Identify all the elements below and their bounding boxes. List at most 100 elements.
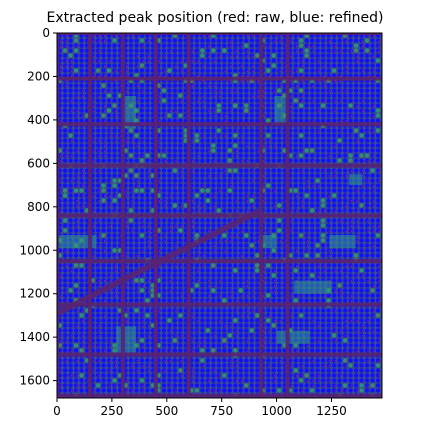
peak-dot-raw: [103, 90, 106, 92]
peak-dot-refined: [370, 108, 375, 113]
peak-dot-refined: [326, 118, 331, 123]
peak-dot-raw: [103, 235, 106, 237]
peak-dot-refined: [348, 83, 353, 88]
peak-dot-refined: [364, 363, 370, 368]
peak-dot-raw: [334, 330, 336, 332]
peak-dot-refined: [112, 263, 117, 268]
peak-dot-raw: [208, 285, 210, 287]
peak-dot-refined: [331, 148, 337, 153]
peak-dot-refined: [172, 63, 178, 68]
peak-dot-raw: [279, 60, 281, 62]
peak-dot-refined: [244, 243, 249, 248]
peak-dot-refined: [79, 93, 84, 98]
peak-dot-refined: [277, 138, 282, 143]
peak-dot-raw: [125, 75, 128, 77]
peak-dot-refined: [353, 328, 359, 333]
peak-dot-refined: [233, 233, 238, 238]
peak-dot-refined: [227, 278, 233, 283]
peak-dot-refined: [353, 223, 359, 228]
peak-dot-refined: [106, 93, 112, 98]
peak-dot-refined: [106, 223, 112, 228]
peak-dot-raw: [230, 100, 232, 102]
peak-dot-refined: [233, 48, 238, 53]
peak-dot-raw: [164, 350, 166, 352]
peak-dot-refined: [266, 83, 271, 88]
peak-dot-refined: [309, 198, 315, 203]
peak-dot-refined: [342, 178, 348, 183]
peak-dot-raw: [109, 205, 111, 207]
peak-dot-refined: [200, 103, 205, 108]
peak-dot-raw: [279, 85, 281, 87]
peak-dot-refined: [320, 248, 326, 253]
peak-dot-refined: [222, 263, 227, 268]
peak-dot-raw: [279, 360, 281, 362]
peak-dot-refined: [255, 283, 260, 288]
peak-dot-raw: [125, 190, 128, 192]
peak-dot-refined: [68, 253, 73, 258]
peak-dot-refined: [145, 188, 150, 193]
peak-dot-raw: [98, 335, 100, 337]
peak-dot-refined: [139, 233, 145, 238]
peak-dot-refined: [112, 338, 117, 343]
peak-dot-refined: [266, 358, 271, 363]
peak-dot-raw: [175, 110, 177, 112]
peak-dot-refined: [227, 133, 233, 138]
peak-dot-refined: [342, 248, 348, 253]
peak-dot-raw: [345, 120, 347, 122]
peak-dot-raw: [60, 45, 62, 47]
peak-dot-refined: [320, 193, 326, 198]
peak-dot-refined: [68, 68, 73, 73]
peak-dot-raw: [257, 90, 259, 92]
peak-dot-refined: [167, 48, 172, 53]
peak-dot-refined: [211, 248, 216, 253]
peak-dot-refined: [331, 293, 337, 298]
peak-dot-refined: [172, 48, 178, 53]
peak-dot-refined: [205, 248, 211, 253]
peak-dot-refined: [194, 148, 200, 153]
peak-dot-refined: [266, 218, 271, 223]
peak-dot-raw: [345, 195, 347, 197]
peak-dot-refined: [178, 223, 183, 228]
peak-dot-refined: [167, 38, 172, 43]
peak-dot-refined: [194, 68, 200, 73]
peak-dot-refined: [106, 48, 112, 53]
peak-dot-refined: [326, 223, 331, 228]
peak-dot-refined: [178, 228, 183, 233]
peak-dot-refined: [161, 318, 167, 323]
peak-dot-refined: [326, 128, 331, 133]
peak-dot-refined: [320, 38, 326, 43]
peak-dot-refined: [331, 298, 337, 303]
peak-dot-refined: [112, 43, 117, 48]
peak-dot-refined: [326, 343, 331, 348]
peak-dot-raw: [350, 295, 353, 297]
peak-dot-refined: [79, 118, 84, 123]
peak-dot-raw: [158, 190, 161, 192]
peak-dot-refined: [315, 323, 320, 328]
peak-dot-raw: [213, 335, 215, 337]
peak-dot-raw: [81, 90, 84, 92]
peak-dot-refined: [205, 93, 211, 98]
peak-dot-refined: [293, 143, 298, 148]
peak-dot-refined: [95, 218, 101, 223]
peak-dot-raw: [92, 40, 95, 42]
peak-dot-refined: [211, 68, 216, 73]
peak-dot-refined: [309, 203, 315, 208]
peak-dot-refined: [145, 148, 150, 153]
peak-dot-refined: [222, 108, 227, 113]
peak-dot-refined: [304, 203, 309, 208]
peak-dot-refined: [337, 43, 342, 48]
peak-dot-refined: [249, 263, 254, 268]
peak-dot-refined: [194, 328, 200, 333]
peak-dot-refined: [68, 313, 73, 318]
peak-dot-refined: [167, 348, 172, 353]
peak-dot-raw: [197, 205, 199, 207]
peak-dot-refined: [298, 183, 304, 188]
peak-dot-raw: [65, 250, 67, 252]
peak-dot-raw: [230, 325, 232, 327]
peak-dot-refined: [227, 283, 233, 288]
peak-dot-refined: [73, 278, 79, 283]
peak-dot-refined: [337, 248, 342, 253]
peak-dot-refined: [222, 328, 227, 333]
peak-dot-raw: [318, 265, 320, 267]
peak-dot-refined: [249, 168, 254, 173]
